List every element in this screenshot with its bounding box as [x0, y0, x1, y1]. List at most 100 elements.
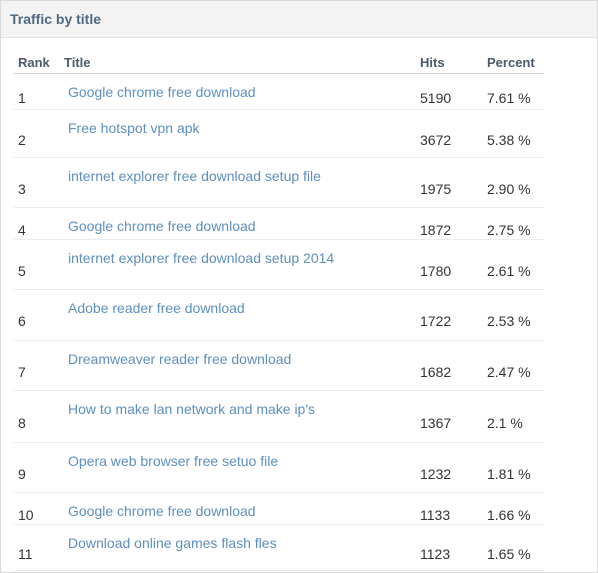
hits-column-header: Hits	[420, 51, 487, 74]
rank-cell: 7	[14, 340, 64, 391]
title-column-header: Title	[64, 51, 420, 74]
title-link[interactable]: Free hotspot vpn apk	[68, 120, 200, 136]
percent-value: 7.61 %	[487, 89, 531, 106]
panel-header: Traffic by title	[1, 1, 597, 38]
hits-value: 1133	[420, 506, 451, 523]
hits-value: 1722	[420, 313, 452, 329]
title-link[interactable]: Dreamweaver reader free download	[68, 351, 292, 367]
title-cell: How to make lan network and make ip's	[64, 390, 420, 443]
title-link[interactable]: internet explorer free download setup 20…	[68, 250, 335, 266]
rank-value: 8	[18, 414, 26, 431]
title-link[interactable]: internet explorer free download setup fi…	[68, 168, 321, 184]
title-cell: Google chrome free download	[64, 207, 420, 240]
table-row: 10 Google chrome free download 1133 1.66 %	[14, 492, 544, 525]
rank-cell: 2	[14, 109, 64, 158]
hits-cell: 3672	[420, 109, 487, 158]
hits-value: 5190	[420, 89, 452, 106]
title-link[interactable]: Download online games flash fles	[68, 535, 277, 551]
title-cell: Free hotspot vpn apk	[64, 109, 420, 158]
title-link[interactable]: Google chrome free download	[68, 84, 256, 100]
percent-cell: 2.61 %	[487, 239, 544, 290]
title-cell: Dreamweaver reader free download	[64, 340, 420, 391]
title-link[interactable]: Adobe reader free download	[68, 300, 245, 316]
hits-value: 3672	[420, 131, 452, 148]
percent-value: 1.81 %	[487, 465, 531, 482]
rank-value: 2	[18, 131, 26, 148]
percent-value: 1.66 %	[487, 506, 531, 523]
title-wrapper: internet explorer free download setup 20…	[64, 250, 420, 266]
table-row: 4 Google chrome free download 1872 2.75 %	[14, 207, 544, 240]
rank-value: 1	[18, 89, 26, 106]
hits-value: 1872	[420, 221, 452, 238]
rank-cell: 11	[14, 524, 64, 571]
percent-value: 2.47 %	[487, 363, 531, 380]
title-wrapper: Google chrome free download	[64, 84, 420, 100]
percent-cell: 7.61 %	[487, 73, 544, 110]
percent-cell: 1.65 %	[487, 524, 544, 571]
rank-cell: 1	[14, 73, 64, 110]
table-row: 11 Download online games flash fles 1123 1.…	[14, 524, 544, 571]
title-wrapper: How to make lan network and make ip's	[64, 401, 420, 417]
table-row: 6 Adobe reader free download 1722 2.53 %	[14, 289, 544, 341]
hits-value: 1780	[420, 262, 452, 279]
rank-cell: 5	[14, 239, 64, 290]
header-row: Rank Title Hits Percent	[14, 51, 544, 74]
title-wrapper: internet explorer free download setup fi…	[64, 168, 420, 184]
percent-value: 2.1 %	[487, 414, 523, 431]
hits-cell: 1367	[420, 390, 487, 443]
percent-cell: 1.66 %	[487, 492, 544, 525]
percent-cell: 5.38 %	[487, 109, 544, 158]
title-wrapper: Adobe reader free download	[64, 300, 420, 316]
rank-value: 3	[18, 180, 26, 197]
title-wrapper: Google chrome free download	[64, 218, 420, 234]
rank-value: 9	[18, 465, 26, 482]
table-row: 2 Free hotspot vpn apk 3672 5.38 %	[14, 109, 544, 158]
title-cell: Google chrome free download	[64, 73, 420, 110]
percent-value: 2.90 %	[487, 180, 531, 197]
title-link[interactable]: Opera web browser free setuo file	[68, 453, 279, 469]
traffic-table: Rank Title Hits Percent 1 Google chrome f…	[14, 51, 544, 571]
rank-value: 5	[18, 262, 26, 279]
title-link[interactable]: Google chrome free download	[68, 218, 256, 234]
table-body: 1 Google chrome free download 5190 7.61 % 2 F…	[14, 73, 544, 571]
title-wrapper: Free hotspot vpn apk	[64, 120, 420, 136]
hits-value: 1682	[420, 363, 452, 380]
percent-cell: 2.1 %	[487, 390, 544, 443]
title-wrapper: Google chrome free download	[64, 503, 420, 519]
hits-cell: 1232	[420, 442, 487, 493]
rank-cell: 8	[14, 390, 64, 443]
panel-title: Traffic by title	[10, 11, 102, 27]
title-link[interactable]: Google chrome free download	[68, 503, 256, 519]
table-row: 3 internet explorer free download setup f…	[14, 157, 544, 208]
title-wrapper: Dreamweaver reader free download	[64, 351, 420, 367]
title-cell: Opera web browser free setuo file	[64, 442, 420, 493]
table-row: 8 How to make lan network and make ip's 13…	[14, 390, 544, 443]
hits-value: 1367	[420, 414, 452, 431]
percent-column-header: Percent	[487, 51, 544, 74]
rank-cell: 3	[14, 157, 64, 208]
title-cell: internet explorer free download setup 20…	[64, 239, 420, 290]
hits-value: 1123	[420, 545, 451, 562]
title-wrapper: Download online games flash fles	[64, 535, 420, 551]
rank-value: 7	[18, 363, 26, 380]
rank-value: 4	[18, 221, 26, 238]
title-cell: Adobe reader free download	[64, 289, 420, 341]
percent-value: 2.53 %	[487, 313, 531, 329]
title-cell: internet explorer free download setup fi…	[64, 157, 420, 208]
title-cell: Google chrome free download	[64, 492, 420, 525]
table-row: 9 Opera web browser free setuo file 1232 1.…	[14, 442, 544, 493]
title-cell: Download online games flash fles	[64, 524, 420, 571]
percent-cell: 2.75 %	[487, 207, 544, 240]
rank-cell: 10	[14, 492, 64, 525]
hits-cell: 5190	[420, 73, 487, 110]
percent-cell: 2.53 %	[487, 289, 544, 341]
rank-value: 10	[18, 506, 34, 523]
hits-cell: 1123	[420, 524, 487, 571]
table-header: Rank Title Hits Percent	[14, 51, 544, 74]
hits-cell: 1133	[420, 492, 487, 525]
title-wrapper: Opera web browser free setuo file	[64, 453, 420, 469]
rank-cell: 4	[14, 207, 64, 240]
percent-cell: 2.47 %	[487, 340, 544, 391]
title-link[interactable]: How to make lan network and make ip's	[68, 401, 316, 417]
